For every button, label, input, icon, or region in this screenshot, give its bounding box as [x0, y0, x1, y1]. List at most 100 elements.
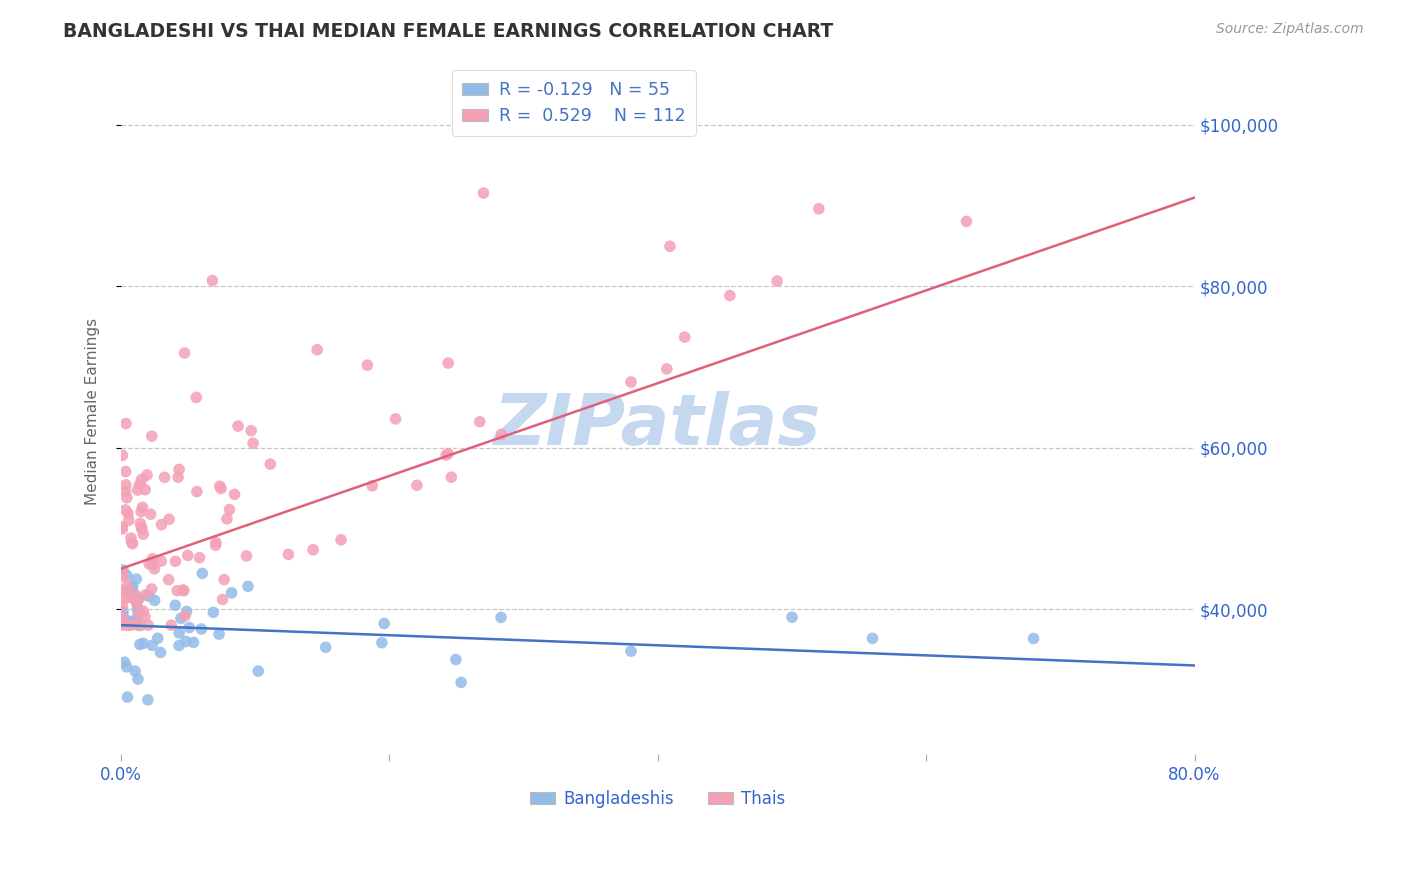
- Point: [124, 588, 146, 602]
- Point: [112, 563, 135, 577]
- Point: [111, 566, 134, 581]
- Point: [153, 470, 176, 484]
- Point: [141, 639, 163, 653]
- Point: [111, 608, 134, 623]
- Point: [117, 690, 139, 705]
- Point: [176, 604, 198, 618]
- Point: [371, 636, 394, 650]
- Point: [146, 632, 169, 646]
- Point: [115, 417, 138, 431]
- Point: [128, 477, 150, 491]
- Point: [315, 640, 337, 655]
- Point: [444, 652, 467, 666]
- Point: [114, 465, 136, 479]
- Point: [330, 533, 353, 547]
- Point: [361, 479, 384, 493]
- Point: [142, 551, 165, 566]
- Point: [128, 591, 150, 606]
- Point: [356, 358, 378, 372]
- Point: [201, 274, 224, 288]
- Point: [165, 598, 187, 612]
- Point: [118, 615, 141, 630]
- Point: [183, 635, 205, 649]
- Point: [173, 583, 195, 598]
- Point: [125, 572, 148, 586]
- Point: [955, 214, 977, 228]
- Point: [259, 457, 281, 471]
- Point: [138, 589, 160, 603]
- Point: [1022, 632, 1045, 646]
- Point: [127, 483, 149, 497]
- Point: [111, 611, 134, 625]
- Point: [127, 604, 149, 618]
- Point: [172, 582, 194, 597]
- Point: [166, 583, 188, 598]
- Point: [205, 535, 228, 549]
- Point: [780, 610, 803, 624]
- Point: [440, 470, 463, 484]
- Point: [150, 517, 173, 532]
- Point: [141, 557, 163, 571]
- Point: [186, 484, 208, 499]
- Point: [491, 427, 513, 442]
- Point: [131, 472, 153, 486]
- Point: [127, 601, 149, 615]
- Point: [434, 448, 457, 462]
- Point: [139, 507, 162, 521]
- Point: [208, 627, 231, 641]
- Point: [373, 616, 395, 631]
- Point: [121, 535, 143, 549]
- Point: [190, 622, 212, 636]
- Point: [384, 412, 406, 426]
- Point: [160, 618, 183, 632]
- Point: [129, 504, 152, 518]
- Point: [170, 611, 193, 625]
- Point: [134, 609, 156, 624]
- Point: [143, 562, 166, 576]
- Point: [209, 482, 232, 496]
- Point: [111, 618, 134, 632]
- Point: [115, 583, 138, 598]
- Point: [111, 583, 134, 598]
- Point: [127, 618, 149, 632]
- Point: [236, 579, 259, 593]
- Point: [173, 346, 195, 360]
- Point: [307, 343, 329, 357]
- Point: [472, 186, 495, 200]
- Point: [129, 618, 152, 632]
- Point: [188, 550, 211, 565]
- Point: [115, 660, 138, 674]
- Point: [807, 202, 830, 216]
- Point: [114, 484, 136, 499]
- Point: [129, 516, 152, 531]
- Point: [121, 537, 143, 551]
- Point: [167, 639, 190, 653]
- Text: Source: ZipAtlas.com: Source: ZipAtlas.com: [1216, 22, 1364, 37]
- Point: [124, 612, 146, 626]
- Point: [111, 605, 134, 619]
- Point: [165, 554, 187, 568]
- Point: [167, 470, 190, 484]
- Point: [247, 664, 270, 678]
- Point: [150, 554, 173, 568]
- Point: [136, 618, 159, 632]
- Point: [437, 446, 460, 460]
- Point: [235, 549, 257, 563]
- Point: [489, 610, 512, 624]
- Point: [179, 621, 201, 635]
- Point: [111, 607, 134, 621]
- Point: [117, 618, 139, 632]
- Point: [114, 478, 136, 492]
- Point: [406, 478, 429, 492]
- Point: [157, 573, 180, 587]
- Point: [125, 595, 148, 609]
- Point: [141, 429, 163, 443]
- Point: [620, 375, 643, 389]
- Point: [120, 531, 142, 545]
- Point: [468, 415, 491, 429]
- Point: [111, 570, 134, 584]
- Point: [167, 462, 190, 476]
- Point: [218, 502, 240, 516]
- Point: [132, 636, 155, 650]
- Point: [191, 566, 214, 581]
